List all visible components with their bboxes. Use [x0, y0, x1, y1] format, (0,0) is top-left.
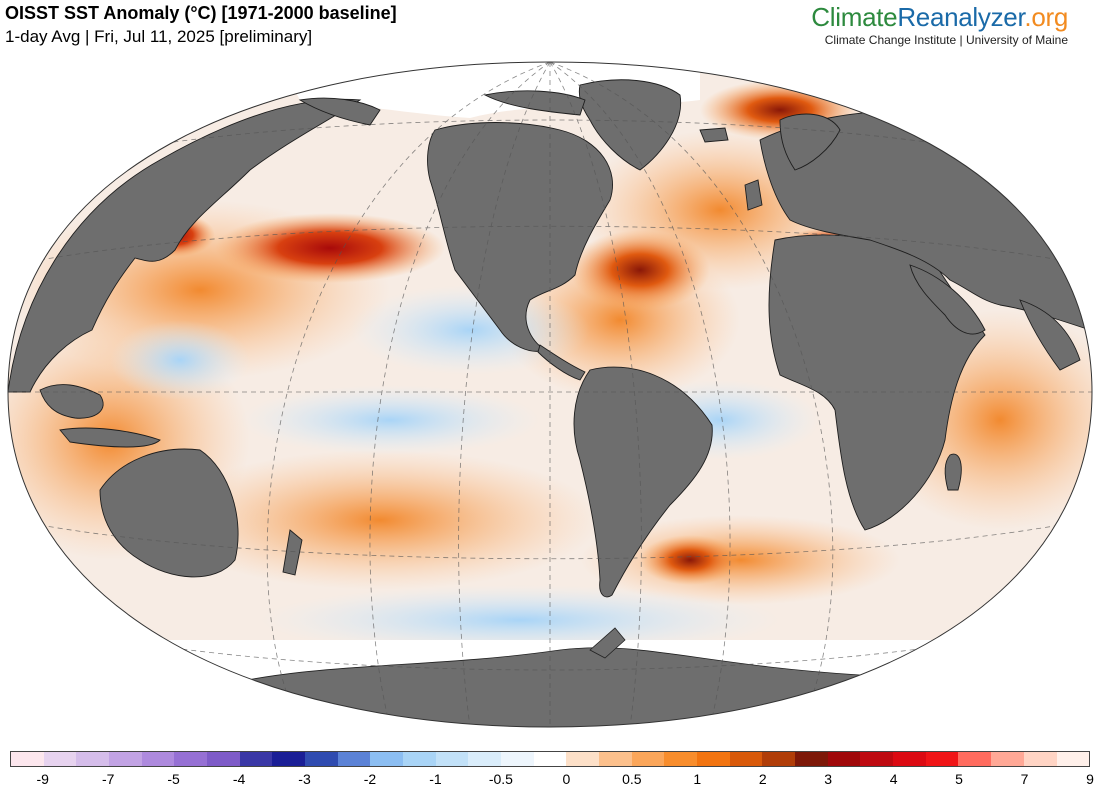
colorbar-swatch [1056, 752, 1090, 766]
colorbar-swatch [795, 752, 828, 766]
colorbar: -9 -7 -5 -4 -3 -2 -1 -0.5 0 0.5 1 2 3 4 5 7 9 [10, 751, 1094, 789]
antarctic-peninsula [589, 627, 626, 659]
world-map [7, 61, 1093, 728]
colorbar-tick-label: -1 [429, 771, 442, 787]
colorbar-tick-label: 5 [955, 771, 963, 787]
map-title: OISST SST Anomaly (°C) [1971-2000 baseli… [5, 3, 397, 23]
colorbar-swatch [893, 752, 926, 766]
brand-part-org: .org [1024, 2, 1068, 32]
colorbar-tick-label: 9 [1086, 771, 1094, 787]
colorbar-tick-label: -5 [167, 771, 180, 787]
colorbar-tick-label: 3 [824, 771, 833, 787]
colorbar-swatch [174, 752, 208, 766]
landmass-east-asia [8, 98, 362, 393]
colorbar-swatch [109, 752, 142, 766]
landmass-south-america [573, 366, 713, 598]
colorbar-swatch [1023, 752, 1057, 766]
brand-part-climate: Climate [811, 2, 898, 32]
colorbar-swatch [664, 752, 698, 766]
landmass-indonesia [39, 384, 104, 419]
landmass-new-guinea [59, 427, 161, 448]
colorbar-tick-label: 0.5 [622, 771, 642, 787]
landmass-arctic-archipelago [483, 90, 586, 116]
colorbar-tick-label: -0.5 [488, 771, 513, 787]
colorbar-swatch [468, 752, 502, 766]
brand-logo[interactable]: ClimateReanalyzer.org [811, 2, 1068, 33]
colorbar-swatch [533, 752, 567, 766]
colorbar-swatch [860, 752, 894, 766]
colorbar-swatch [76, 752, 110, 766]
landmass-north-america [427, 122, 613, 352]
colorbar-swatches [10, 751, 1090, 767]
colorbar-swatch [337, 752, 371, 766]
colorbar-tick-label: 0 [562, 771, 571, 787]
colorbar-swatch [239, 752, 273, 766]
colorbar-tick-label: -7 [101, 771, 115, 787]
colorbar-swatch [272, 752, 306, 766]
brand-part-reanalyzer: Reanalyzer [897, 2, 1025, 32]
landmass-alaska-north [298, 97, 381, 126]
colorbar-swatch [141, 752, 175, 766]
landmass-uk [744, 179, 763, 211]
colorbar-swatch [11, 752, 44, 766]
colorbar-tick-labels: -9 -7 -5 -4 -3 -2 -1 -0.5 0 0.5 1 2 3 4 5 7 9 [10, 767, 1093, 789]
colorbar-swatch [762, 752, 796, 766]
colorbar-swatch [207, 752, 240, 766]
colorbar-tick-label: -4 [232, 771, 246, 787]
colorbar-swatch [991, 752, 1024, 766]
colorbar-tick-label: 1 [693, 771, 702, 787]
landmass-iceland [699, 127, 729, 143]
brand-subtitle: Climate Change Institute | University of… [824, 33, 1068, 47]
colorbar-swatch [697, 752, 730, 766]
landmass-arabia [909, 264, 986, 335]
colorbar-swatch [370, 752, 404, 766]
continents [8, 79, 1091, 598]
colorbar-tick-label: -3 [298, 771, 311, 787]
colorbar-swatch [566, 752, 600, 766]
colorbar-swatch [43, 752, 77, 766]
landmass-scandinavia [779, 113, 841, 171]
graticule [8, 62, 1092, 727]
map-subtitle: 1-day Avg | Fri, Jul 11, 2025 [prelimina… [5, 27, 313, 46]
landmass-greenland [578, 79, 682, 171]
colorbar-tick-label: 2 [758, 771, 767, 787]
colorbar-tick-label: 7 [1020, 771, 1029, 787]
colorbar-tick-label: 4 [889, 771, 898, 787]
colorbar-swatch [501, 752, 534, 766]
landmass-india [1019, 299, 1081, 371]
colorbar-swatch [631, 752, 665, 766]
colorbar-swatch [827, 752, 861, 766]
colorbar-swatch [435, 752, 469, 766]
globe-outline [7, 61, 1093, 728]
colorbar-swatch [305, 752, 338, 766]
colorbar-tick-label: -2 [363, 771, 377, 787]
colorbar-swatch [729, 752, 763, 766]
colorbar-swatch [403, 752, 436, 766]
landmass-new-zealand [282, 529, 303, 576]
colorbar-tick-label: -9 [36, 771, 49, 787]
colorbar-swatch [599, 752, 632, 766]
landmass-madagascar [944, 453, 962, 491]
colorbar-swatch [958, 752, 992, 766]
colorbar-swatch [925, 752, 959, 766]
globe [8, 62, 1092, 727]
